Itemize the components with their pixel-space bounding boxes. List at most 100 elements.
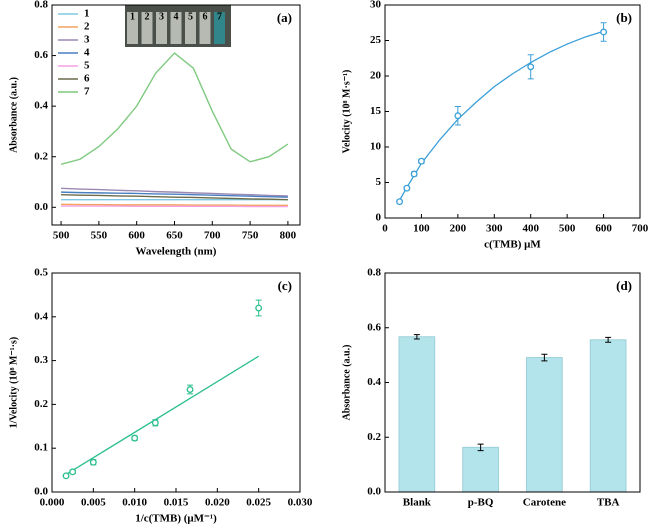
x-tick-label: 100 [413, 223, 430, 235]
y-tick-label: 0.8 [34, 0, 48, 11]
panel-label: (c) [278, 278, 292, 293]
x-tick-label: 0.020 [205, 497, 230, 509]
x-tick-label: 600 [128, 230, 145, 242]
y-axis-title: Absorbance (a.u.) [8, 77, 19, 153]
legend-label: 3 [84, 34, 90, 46]
vial [170, 12, 182, 44]
data-point [131, 434, 139, 442]
data-point [403, 184, 411, 192]
y-tick-label: 0.1 [34, 442, 48, 454]
legend-label: 4 [84, 47, 90, 59]
data-line [61, 191, 288, 198]
vial-label: 7 [217, 11, 222, 22]
panel-label: (b) [616, 10, 632, 25]
error-bar [413, 334, 420, 340]
legend-label: 7 [84, 86, 90, 98]
y-tick-label: 0.4 [367, 376, 381, 388]
data-point [151, 419, 159, 427]
data-line [61, 187, 288, 197]
y-tick-label: 0.2 [367, 431, 381, 443]
y-tick-label: 15 [370, 105, 382, 117]
x-tick-label: 700 [632, 223, 649, 235]
vial [185, 12, 196, 44]
y-tick-label: 20 [370, 70, 382, 82]
x-tick-label: 400 [522, 223, 539, 235]
bar [462, 446, 499, 493]
y-tick-label: 30 [370, 0, 382, 11]
x-tick-label: 0 [382, 223, 388, 235]
data-point [454, 112, 462, 120]
data-point [69, 468, 77, 476]
x-axis-title: c(TMB) μM [484, 239, 541, 251]
bar [398, 336, 436, 493]
x-tick-label: 600 [595, 223, 612, 235]
y-axis-title: 1/Velocity (10⁸ M⁻¹·s) [8, 337, 19, 428]
data-line [60, 52, 289, 165]
panel-label: (a) [277, 10, 292, 25]
data-line [61, 203, 288, 206]
x-tick-label: 500 [53, 230, 70, 242]
data-point [255, 304, 263, 312]
x-tick-label: 0.015 [164, 497, 189, 509]
x-tick-label: Blank [403, 497, 432, 509]
x-tick-label: 200 [450, 223, 467, 235]
x-tick-label: 0.025 [246, 497, 271, 509]
x-tick-label: TBA [597, 497, 620, 509]
error-bar [541, 353, 548, 362]
x-tick-label: 700 [204, 230, 221, 242]
vial [141, 12, 153, 44]
y-tick-label: 0.0 [34, 486, 48, 498]
data-point [527, 63, 535, 71]
data-point [600, 28, 608, 36]
x-tick-label: p-BQ [468, 497, 494, 509]
y-axis-title: Velocity (10⁸ M·s⁻¹) [341, 70, 352, 154]
vial [156, 12, 167, 44]
x-axis-title: Wavelength (nm) [136, 246, 217, 258]
legend-label: 5 [84, 60, 90, 72]
data-point [417, 157, 425, 165]
vial-label: 4 [174, 11, 179, 22]
legend-label: 2 [84, 21, 90, 33]
x-tick-label: 0.010 [122, 497, 147, 509]
x-tick-label: 0.030 [288, 497, 313, 509]
data-point [186, 386, 194, 393]
legend-label: 6 [84, 73, 90, 85]
x-tick-label: 500 [559, 223, 576, 235]
x-tick-label: 0.005 [81, 497, 106, 509]
vial-label: 5 [188, 11, 193, 22]
y-tick-label: 0.8 [367, 267, 381, 279]
vial-label: 2 [145, 11, 150, 22]
vial [214, 12, 225, 44]
y-tick-label: 0.5 [34, 267, 48, 279]
data-point [410, 170, 418, 178]
y-tick-label: 0.2 [34, 398, 48, 410]
y-tick-label: 0.6 [34, 49, 48, 61]
panel-label: (d) [616, 278, 632, 293]
vial [127, 12, 138, 44]
plot-frame [51, 272, 301, 493]
x-tick-label: 650 [166, 230, 183, 242]
error-bar [605, 336, 612, 343]
y-tick-label: 25 [370, 34, 382, 46]
y-tick-label: 0.4 [34, 100, 48, 112]
plot-frame [384, 4, 641, 219]
y-tick-label: 0.0 [34, 201, 48, 213]
y-tick-label: 0.3 [34, 354, 48, 366]
x-tick-label: Carotene [523, 497, 566, 509]
data-point [62, 472, 70, 480]
x-tick-label: 300 [486, 223, 503, 235]
y-tick-label: 0.6 [367, 321, 381, 333]
y-tick-label: 5 [376, 176, 382, 188]
x-tick-label: 550 [91, 230, 108, 242]
x-tick-label: 750 [242, 230, 259, 242]
data-line [61, 193, 288, 201]
y-tick-label: 10 [370, 141, 382, 153]
vial-label: 3 [159, 11, 164, 22]
data-point [396, 198, 404, 206]
plot-frame [384, 272, 641, 493]
vial-label: 1 [130, 11, 135, 22]
bar [526, 357, 563, 493]
plot-frame [51, 4, 301, 226]
vial-label: 6 [203, 11, 208, 22]
